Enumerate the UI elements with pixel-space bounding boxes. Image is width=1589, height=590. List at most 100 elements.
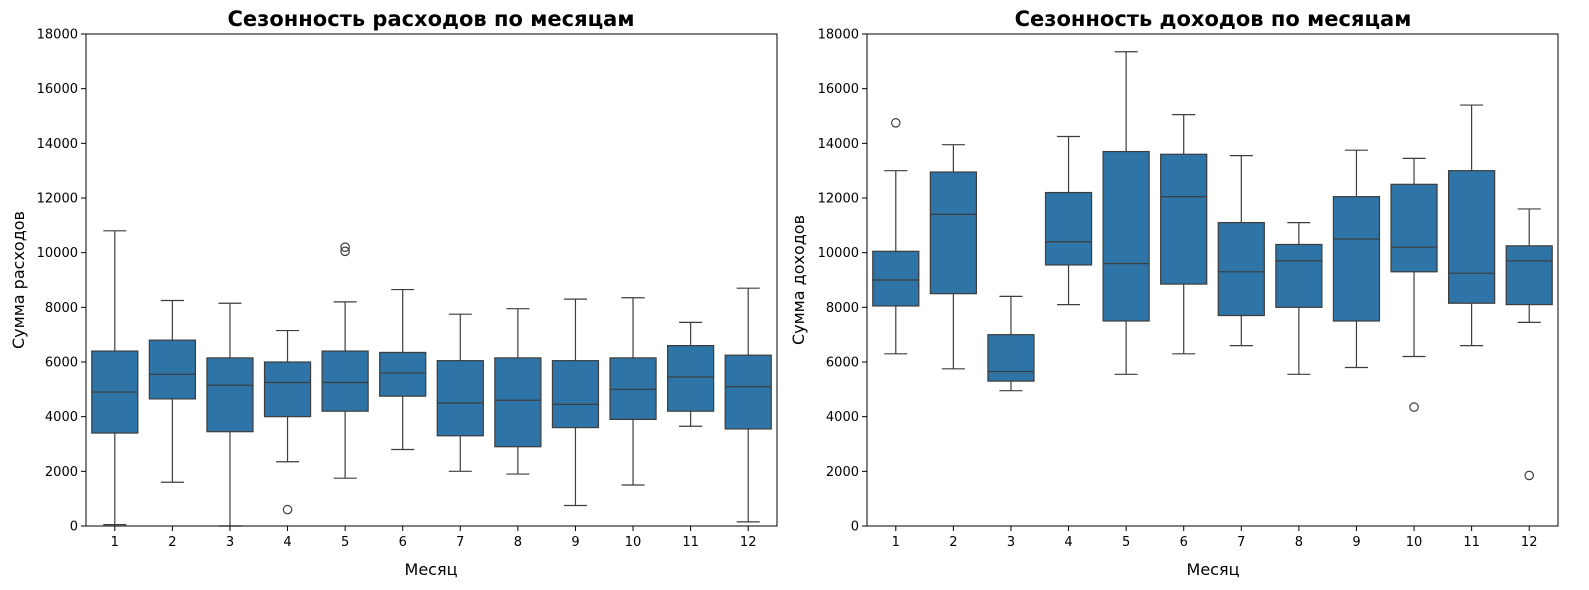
expenses-x-tick-label: 7	[456, 535, 464, 550]
iqr-box	[1217, 222, 1265, 317]
income-y-tick-label: 18000	[818, 28, 859, 43]
income-box-month-10	[1390, 157, 1438, 412]
expenses-x-tick-label: 9	[571, 535, 579, 550]
expenses-chart-title: Сезонность расходов по месяцам	[227, 7, 634, 31]
expenses-x-tick-label: 3	[226, 535, 234, 550]
income-x-tick-label: 1	[892, 535, 900, 550]
iqr-box	[987, 334, 1035, 382]
expenses-axes-frame	[85, 33, 778, 527]
income-box-month-3	[987, 295, 1035, 392]
expenses-x-tick-label: 10	[625, 535, 642, 550]
expenses-y-tick-label: 2000	[45, 465, 78, 480]
expenses-chart-panel: Сезонность расходов по месяцам Месяц Сум…	[9, 7, 778, 579]
expenses-y-tick-label: 4000	[45, 410, 78, 425]
income-box-month-4	[1044, 135, 1093, 306]
income-y-tick-label: 2000	[826, 465, 859, 480]
income-y-tick-label: 0	[851, 520, 859, 535]
income-y-axis-label: Сумма доходов	[789, 215, 808, 345]
income-x-tick-label: 4	[1064, 535, 1072, 550]
iqr-box	[206, 357, 254, 433]
expenses-box-month-11	[666, 321, 715, 427]
expenses-x-tick-label: 5	[341, 535, 349, 550]
expenses-box-month-7	[436, 313, 484, 472]
income-box-month-2	[929, 144, 978, 370]
iqr-box	[321, 350, 369, 412]
income-x-axis-label: Месяц	[1187, 560, 1240, 579]
expenses-box-month-1	[91, 230, 139, 526]
expenses-box-month-12	[724, 287, 772, 523]
expenses-box-month-2	[148, 299, 197, 483]
income-box-month-11	[1447, 104, 1496, 347]
expenses-x-tick-label: 8	[514, 535, 522, 550]
expenses-x-tick-label: 1	[111, 535, 119, 550]
income-box-month-6	[1160, 114, 1208, 355]
expenses-y-tick-label: 0	[70, 520, 78, 535]
income-y-tick-label: 8000	[826, 301, 859, 316]
iqr-box	[436, 360, 484, 437]
iqr-box	[1044, 191, 1093, 266]
expenses-x-axis-label: Месяц	[405, 560, 458, 579]
iqr-box	[724, 354, 772, 430]
iqr-box	[551, 360, 600, 429]
expenses-y-tick-label: 6000	[45, 356, 78, 371]
expenses-x-tick-label: 12	[740, 535, 757, 550]
outlier-point	[1409, 402, 1419, 412]
expenses-box-month-6	[379, 288, 427, 451]
income-x-tick-label: 8	[1295, 535, 1303, 550]
expenses-y-tick-label: 12000	[37, 192, 78, 207]
expenses-y-tick-label: 10000	[37, 246, 78, 261]
outlier-point	[340, 246, 350, 257]
iqr-box	[263, 361, 312, 418]
income-box-month-1	[872, 118, 920, 355]
income-box-month-9	[1332, 149, 1381, 369]
iqr-box	[1505, 245, 1553, 306]
iqr-box	[379, 351, 427, 397]
income-x-tick-label: 11	[1463, 535, 1480, 550]
income-y-tick-label: 14000	[818, 137, 859, 152]
expenses-y-tick-label: 18000	[37, 28, 78, 43]
expenses-box-month-8	[494, 308, 542, 475]
iqr-box	[666, 345, 715, 412]
iqr-box	[872, 250, 920, 307]
income-y-tick-label: 12000	[818, 192, 859, 207]
expenses-x-tick-label: 11	[682, 535, 699, 550]
income-x-tick-label: 12	[1521, 535, 1538, 550]
expenses-box-month-4	[263, 329, 312, 515]
expenses-box-month-9	[551, 298, 600, 507]
iqr-box	[1275, 243, 1323, 308]
outlier-point	[282, 504, 293, 515]
expenses-x-tick-label: 6	[399, 535, 407, 550]
income-x-tick-label: 3	[1007, 535, 1015, 550]
income-x-tick-label: 7	[1237, 535, 1245, 550]
income-y-tick-label: 4000	[826, 410, 859, 425]
outlier-point	[340, 242, 350, 252]
iqr-box	[1390, 183, 1438, 273]
expenses-x-tick-label: 4	[283, 535, 291, 550]
expenses-y-tick-label: 8000	[45, 301, 78, 316]
expenses-x-tick-label: 2	[168, 535, 176, 550]
income-x-tick-label: 2	[949, 535, 957, 550]
iqr-box	[609, 357, 657, 420]
income-x-tick-label: 5	[1122, 535, 1130, 550]
iqr-box	[1332, 196, 1381, 322]
income-y-tick-label: 10000	[818, 246, 859, 261]
income-y-tick-label: 16000	[818, 82, 859, 97]
income-axes-frame	[866, 33, 1559, 527]
income-chart-panel: Сезонность доходов по месяцам Месяц Сумм…	[789, 7, 1559, 579]
iqr-box	[1160, 153, 1208, 285]
income-x-tick-label: 9	[1352, 535, 1360, 550]
expenses-y-tick-label: 14000	[37, 137, 78, 152]
expenses-y-tick-label: 16000	[37, 82, 78, 97]
outlier-point	[1524, 470, 1535, 481]
expenses-y-axis-label: Сумма расходов	[9, 211, 28, 349]
income-x-tick-label: 6	[1180, 535, 1188, 550]
income-x-tick-label: 10	[1406, 535, 1423, 550]
income-chart-title: Сезонность доходов по месяцам	[1015, 7, 1412, 31]
income-box-month-12	[1505, 208, 1553, 481]
iqr-box	[1447, 170, 1496, 304]
iqr-box	[148, 339, 197, 400]
income-y-tick-label: 6000	[826, 356, 859, 371]
expenses-box-month-3	[206, 302, 254, 527]
income-box-month-5	[1102, 51, 1150, 375]
